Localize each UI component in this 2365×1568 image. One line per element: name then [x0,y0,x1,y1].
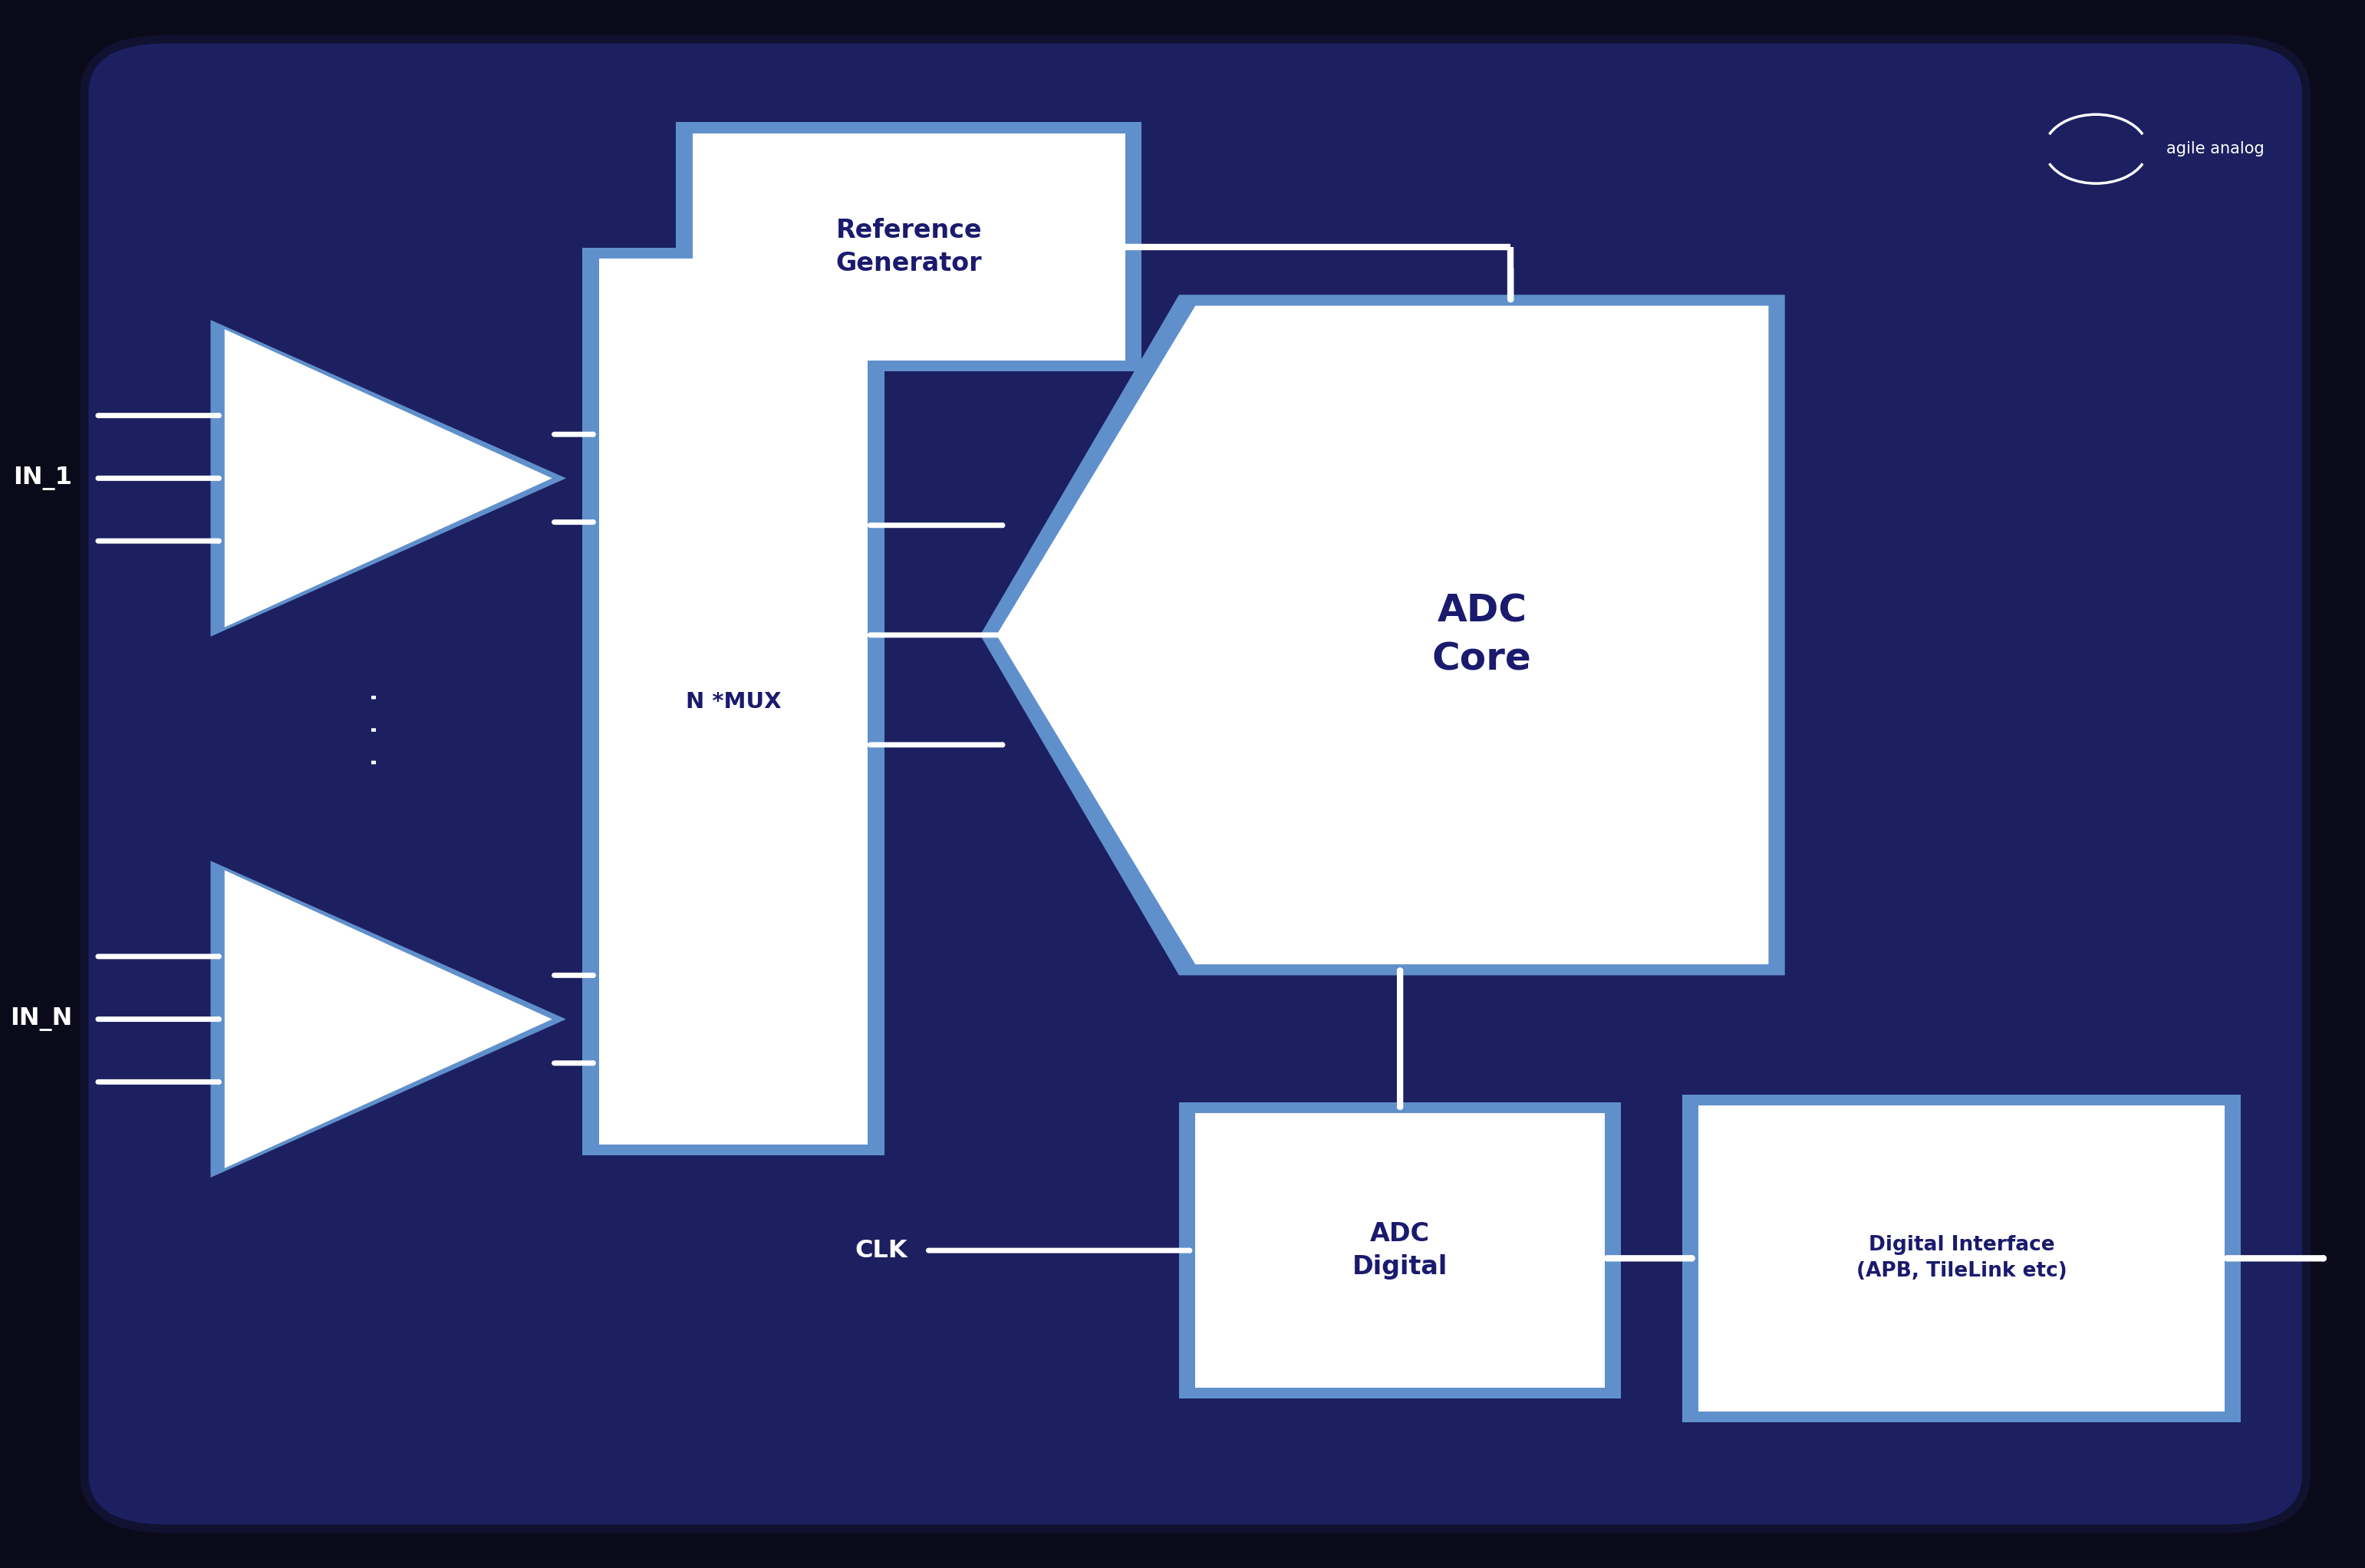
Text: IN_1: IN_1 [14,466,73,491]
Polygon shape [210,861,565,1178]
Polygon shape [225,329,551,627]
Text: Reference
Generator: Reference Generator [835,218,981,276]
FancyBboxPatch shape [598,259,868,1145]
Polygon shape [225,870,551,1168]
FancyBboxPatch shape [1194,1113,1606,1388]
Text: ADC
Core: ADC Core [1433,593,1533,677]
Polygon shape [996,306,1769,964]
Text: ·  ·  ·: · · · [359,691,393,767]
Text: CLK: CLK [856,1239,908,1262]
Polygon shape [979,295,1786,975]
Text: agile analog: agile analog [2166,141,2263,157]
FancyBboxPatch shape [1698,1105,2225,1411]
FancyBboxPatch shape [85,39,2306,1529]
FancyBboxPatch shape [582,248,885,1156]
FancyBboxPatch shape [1180,1102,1620,1399]
Text: Digital Interface
(APB, TileLink etc): Digital Interface (APB, TileLink etc) [1857,1236,2067,1281]
FancyBboxPatch shape [676,122,1142,372]
FancyBboxPatch shape [693,133,1126,361]
Text: N *MUX: N *MUX [686,691,780,712]
Text: IN_N: IN_N [9,1007,73,1032]
Text: ADC
Digital: ADC Digital [1353,1221,1447,1279]
FancyBboxPatch shape [1682,1094,2242,1422]
Polygon shape [210,320,565,637]
